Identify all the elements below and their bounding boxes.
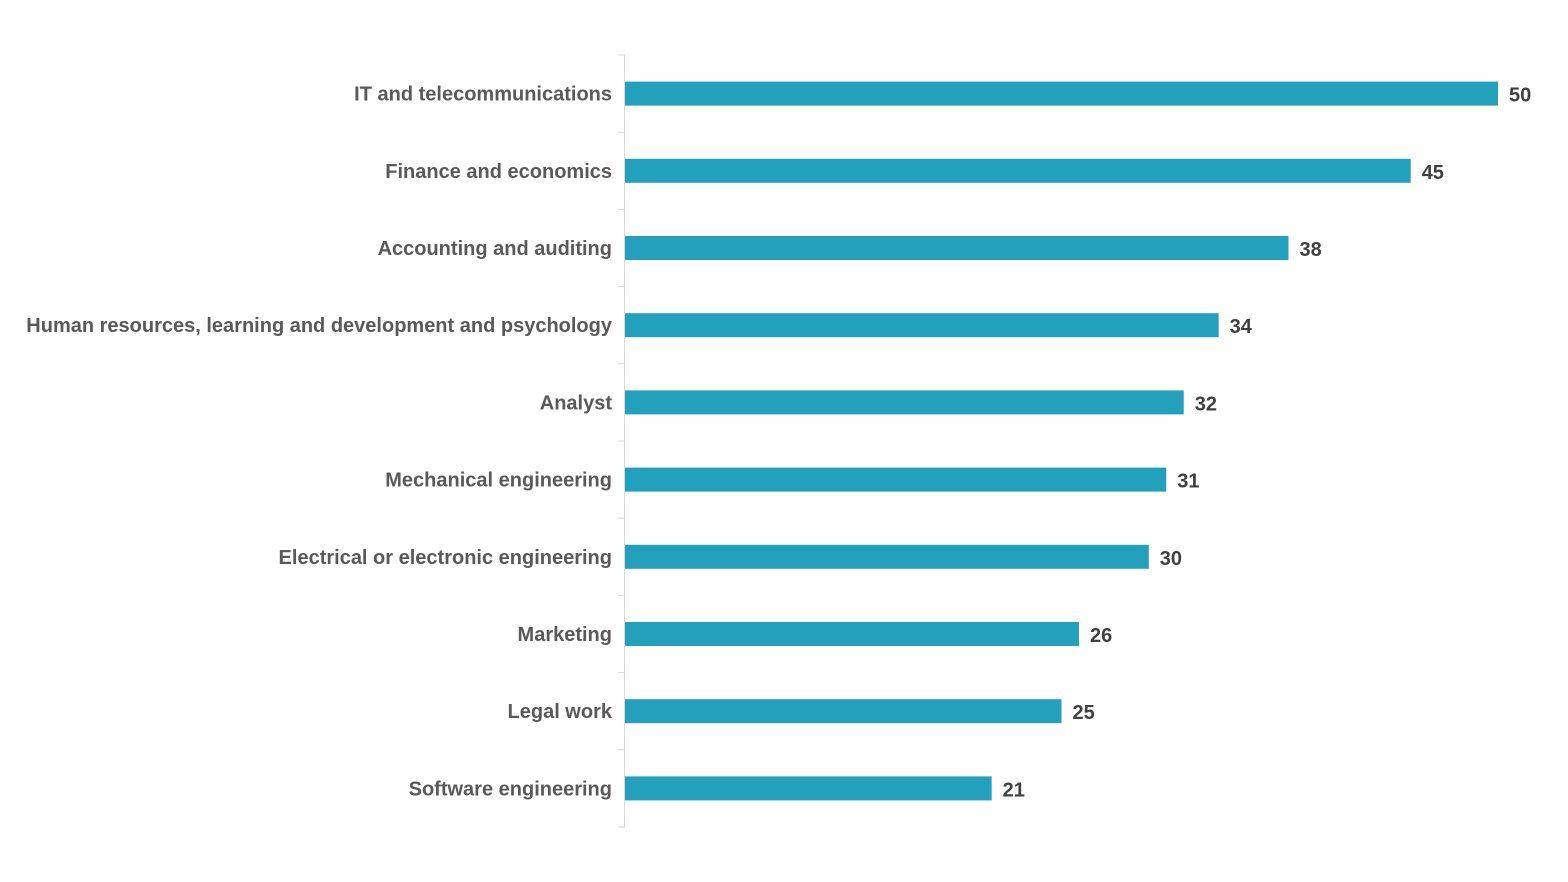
value-label: 50 <box>1509 85 1531 107</box>
value-label: 38 <box>1299 239 1321 261</box>
category-label: Analyst <box>540 392 613 414</box>
bars <box>625 81 1498 801</box>
value-label: 31 <box>1177 471 1199 493</box>
value-label: 34 <box>1230 316 1253 338</box>
category-label: Software engineering <box>409 778 612 800</box>
category-label: Accounting and auditing <box>378 238 612 260</box>
category-label: IT and telecommunications <box>354 84 612 106</box>
bar <box>625 467 1167 492</box>
category-label: Electrical or electronic engineering <box>279 547 612 569</box>
category-labels: IT and telecommunications Finance and eco… <box>26 84 613 801</box>
bar <box>625 236 1289 260</box>
category-label: Mechanical engineering <box>385 470 612 492</box>
category-label: Human resources, learning and developmen… <box>26 315 613 337</box>
value-label: 26 <box>1090 625 1112 647</box>
value-label: 25 <box>1073 702 1095 724</box>
category-label: Finance and economics <box>385 161 612 183</box>
value-label: 45 <box>1422 162 1444 184</box>
category-label: Marketing <box>518 624 612 646</box>
category-label: Legal work <box>508 701 613 723</box>
bar <box>625 313 1219 338</box>
bar <box>625 699 1062 724</box>
value-label: 32 <box>1195 393 1217 415</box>
bar <box>625 390 1184 415</box>
bar <box>625 544 1149 569</box>
category-axis <box>618 54 625 828</box>
value-labels: 50 45 38 34 32 31 30 26 25 21 <box>1003 85 1532 802</box>
value-label: 21 <box>1003 779 1025 801</box>
bar <box>625 81 1498 106</box>
value-label: 30 <box>1160 548 1182 570</box>
bar <box>625 158 1411 183</box>
bar <box>625 622 1079 646</box>
bar <box>625 776 992 801</box>
